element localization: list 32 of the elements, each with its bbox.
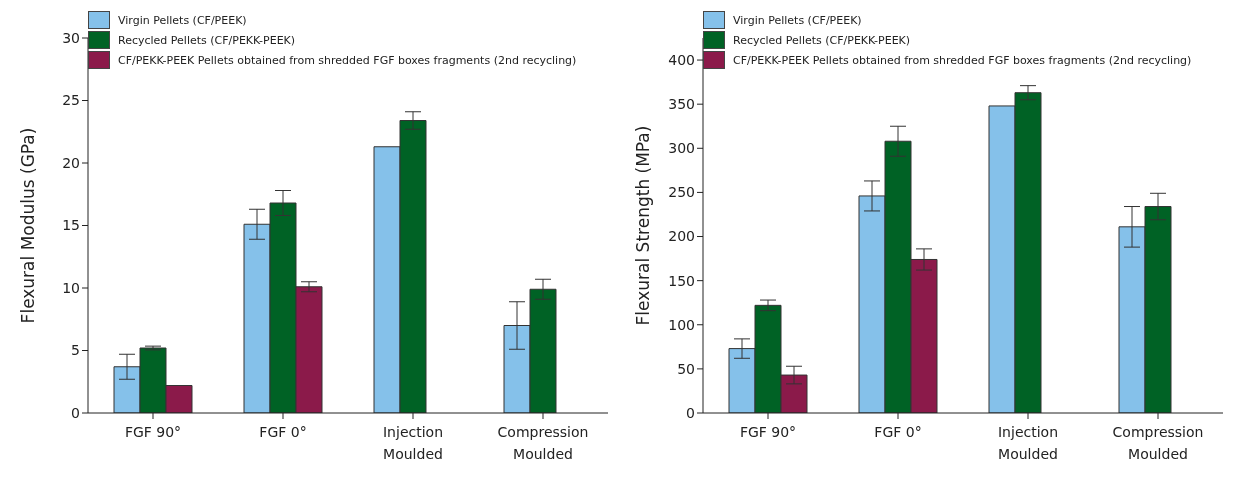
y-axis-title: Flexural Modulus (GPa) (18, 127, 39, 324)
y-tick-label: 150 (668, 272, 695, 289)
x-tick-label: Injection Moulded (997, 424, 1059, 462)
y-tick-label: 50 (677, 360, 695, 377)
legend-label: Virgin Pellets (CF/PEEK) (733, 13, 862, 27)
y-tick-label: 10 (62, 279, 80, 296)
x-tick-label: FGF 90° (739, 424, 797, 440)
y-axis-title: Flexural Strength (MPa) (633, 125, 654, 326)
y-tick-label: 5 (71, 342, 80, 359)
x-tick-label: FGF 0° (259, 424, 307, 440)
y-tick-label: 200 (668, 228, 695, 245)
y-tick-label: 250 (668, 184, 695, 201)
legend-label: Recycled Pellets (CF/PEKK-PEEK) (118, 33, 296, 47)
y-tick-label: 15 (62, 217, 80, 234)
x-tick-label: FGF 0° (874, 424, 922, 440)
y-tick-label: 300 (668, 140, 695, 157)
y-tick-label: 400 (668, 52, 695, 69)
x-tick-label: Compression Moulded (497, 424, 589, 462)
y-tick-label: 20 (62, 154, 80, 171)
x-tick-label: Injection Moulded (382, 424, 444, 462)
x-tick-label: FGF 90° (124, 424, 182, 440)
y-tick-label: 25 (62, 92, 80, 109)
legend-label: CF/PEKK-PEEK Pellets obtained from shredded FGF boxes fragments (2nd recycling) (118, 53, 577, 67)
y-tick-label: 100 (668, 316, 695, 333)
y-tick-label: 30 (62, 29, 80, 46)
legend-label: Recycled Pellets (CF/PEKK-PEEK) (733, 33, 911, 47)
y-tick-label: 0 (71, 404, 80, 421)
x-tick-label: Compression Moulded (1112, 424, 1204, 462)
legend-label: Virgin Pellets (CF/PEEK) (118, 13, 247, 27)
y-tick-label: 350 (668, 96, 695, 113)
legend-label: CF/PEKK-PEEK Pellets obtained from shredded FGF boxes fragments (2nd recycling) (733, 53, 1192, 67)
y-tick-label: 0 (686, 404, 695, 421)
